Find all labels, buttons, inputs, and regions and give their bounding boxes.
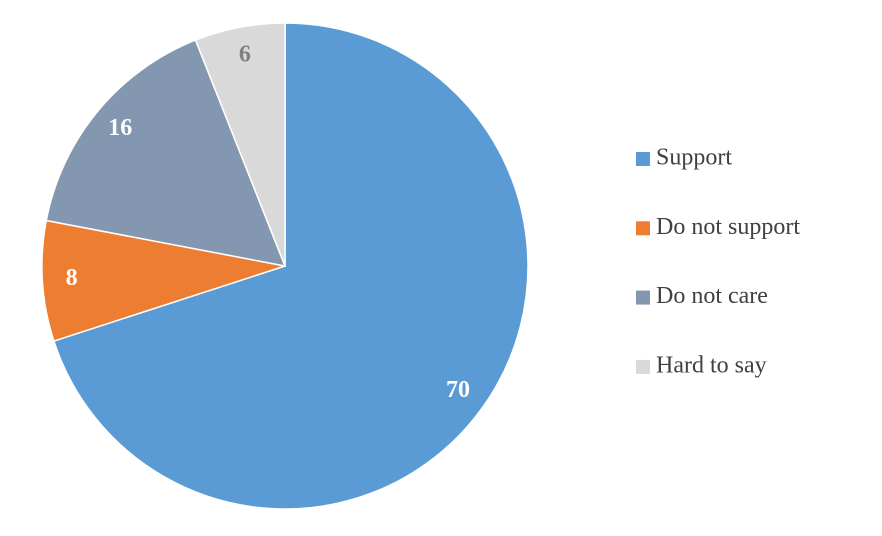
value-label: 16 [108, 115, 132, 141]
legend-text: Do not support [656, 214, 800, 240]
legend-swatch [636, 290, 650, 305]
pie-slice [52, 22, 529, 510]
value-label: 6 [239, 41, 251, 67]
legend-swatch [636, 359, 650, 374]
legend-text: Support [656, 145, 732, 171]
value-label: 8 [66, 265, 78, 291]
value-label: 70 [446, 377, 470, 403]
pie-slice [41, 219, 286, 343]
legend-text: Do not care [656, 283, 768, 309]
legend-text: Hard to say [656, 352, 767, 378]
legend-swatch [636, 221, 650, 236]
pie-slice [45, 39, 287, 267]
legend-swatch [636, 152, 650, 166]
pie-slice [194, 22, 286, 267]
